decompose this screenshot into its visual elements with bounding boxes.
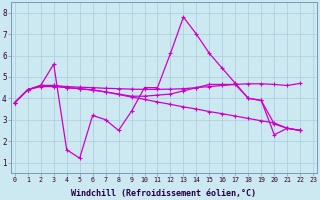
- X-axis label: Windchill (Refroidissement éolien,°C): Windchill (Refroidissement éolien,°C): [71, 189, 256, 198]
